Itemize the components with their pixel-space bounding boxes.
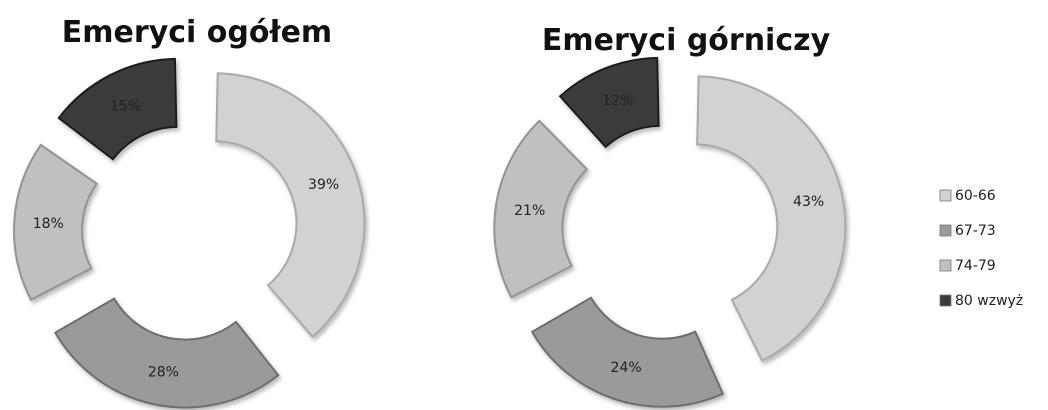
chart-2-slice-label-3: 21% xyxy=(514,203,545,219)
chart-1-title: Emeryci ogółem xyxy=(62,15,332,50)
legend-swatch-4 xyxy=(939,294,952,307)
legend-label-1: 60-66 xyxy=(955,188,996,204)
legend-swatch-3 xyxy=(939,259,952,272)
legend-swatch-2 xyxy=(939,224,952,237)
chart-1-slice-label-2: 28% xyxy=(148,365,179,381)
chart-1-slice-60-66 xyxy=(215,72,366,339)
chart-1-slice-label-1: 39% xyxy=(308,177,339,193)
chart-2-slice-60-66 xyxy=(696,75,847,362)
legend-label-4: 80 wzwyż xyxy=(955,293,1023,309)
chart-1-slice-74-79 xyxy=(13,143,99,302)
chart-2-slice-74-79 xyxy=(493,119,589,299)
donut-chart-1: 39% 28% 18% 15% xyxy=(13,57,366,409)
legend: 60-66 67-73 74-79 80 wzwyż xyxy=(939,188,1023,309)
chart-1-slice-label-3: 18% xyxy=(33,216,64,232)
chart-2-slice-67-73 xyxy=(530,296,725,408)
chart-2-slice-80-wzwyż xyxy=(558,56,660,149)
donut-chart-2: 43% 24% 21% 12% xyxy=(493,56,847,408)
chart-1-slice-label-4: 15% xyxy=(110,99,141,115)
chart-1-slice-67-73 xyxy=(53,297,280,409)
chart-2-slice-label-1: 43% xyxy=(793,194,824,210)
chart-2-title: Emeryci górniczy xyxy=(542,23,831,58)
chart-2-slice-label-4: 12% xyxy=(602,93,633,109)
chart-2-slice-label-2: 24% xyxy=(611,360,642,376)
chart-1-slice-80-wzwyż xyxy=(57,57,178,161)
legend-label-2: 67-73 xyxy=(955,223,996,239)
legend-label-3: 74-79 xyxy=(955,258,996,274)
legend-swatch-1 xyxy=(939,189,952,202)
